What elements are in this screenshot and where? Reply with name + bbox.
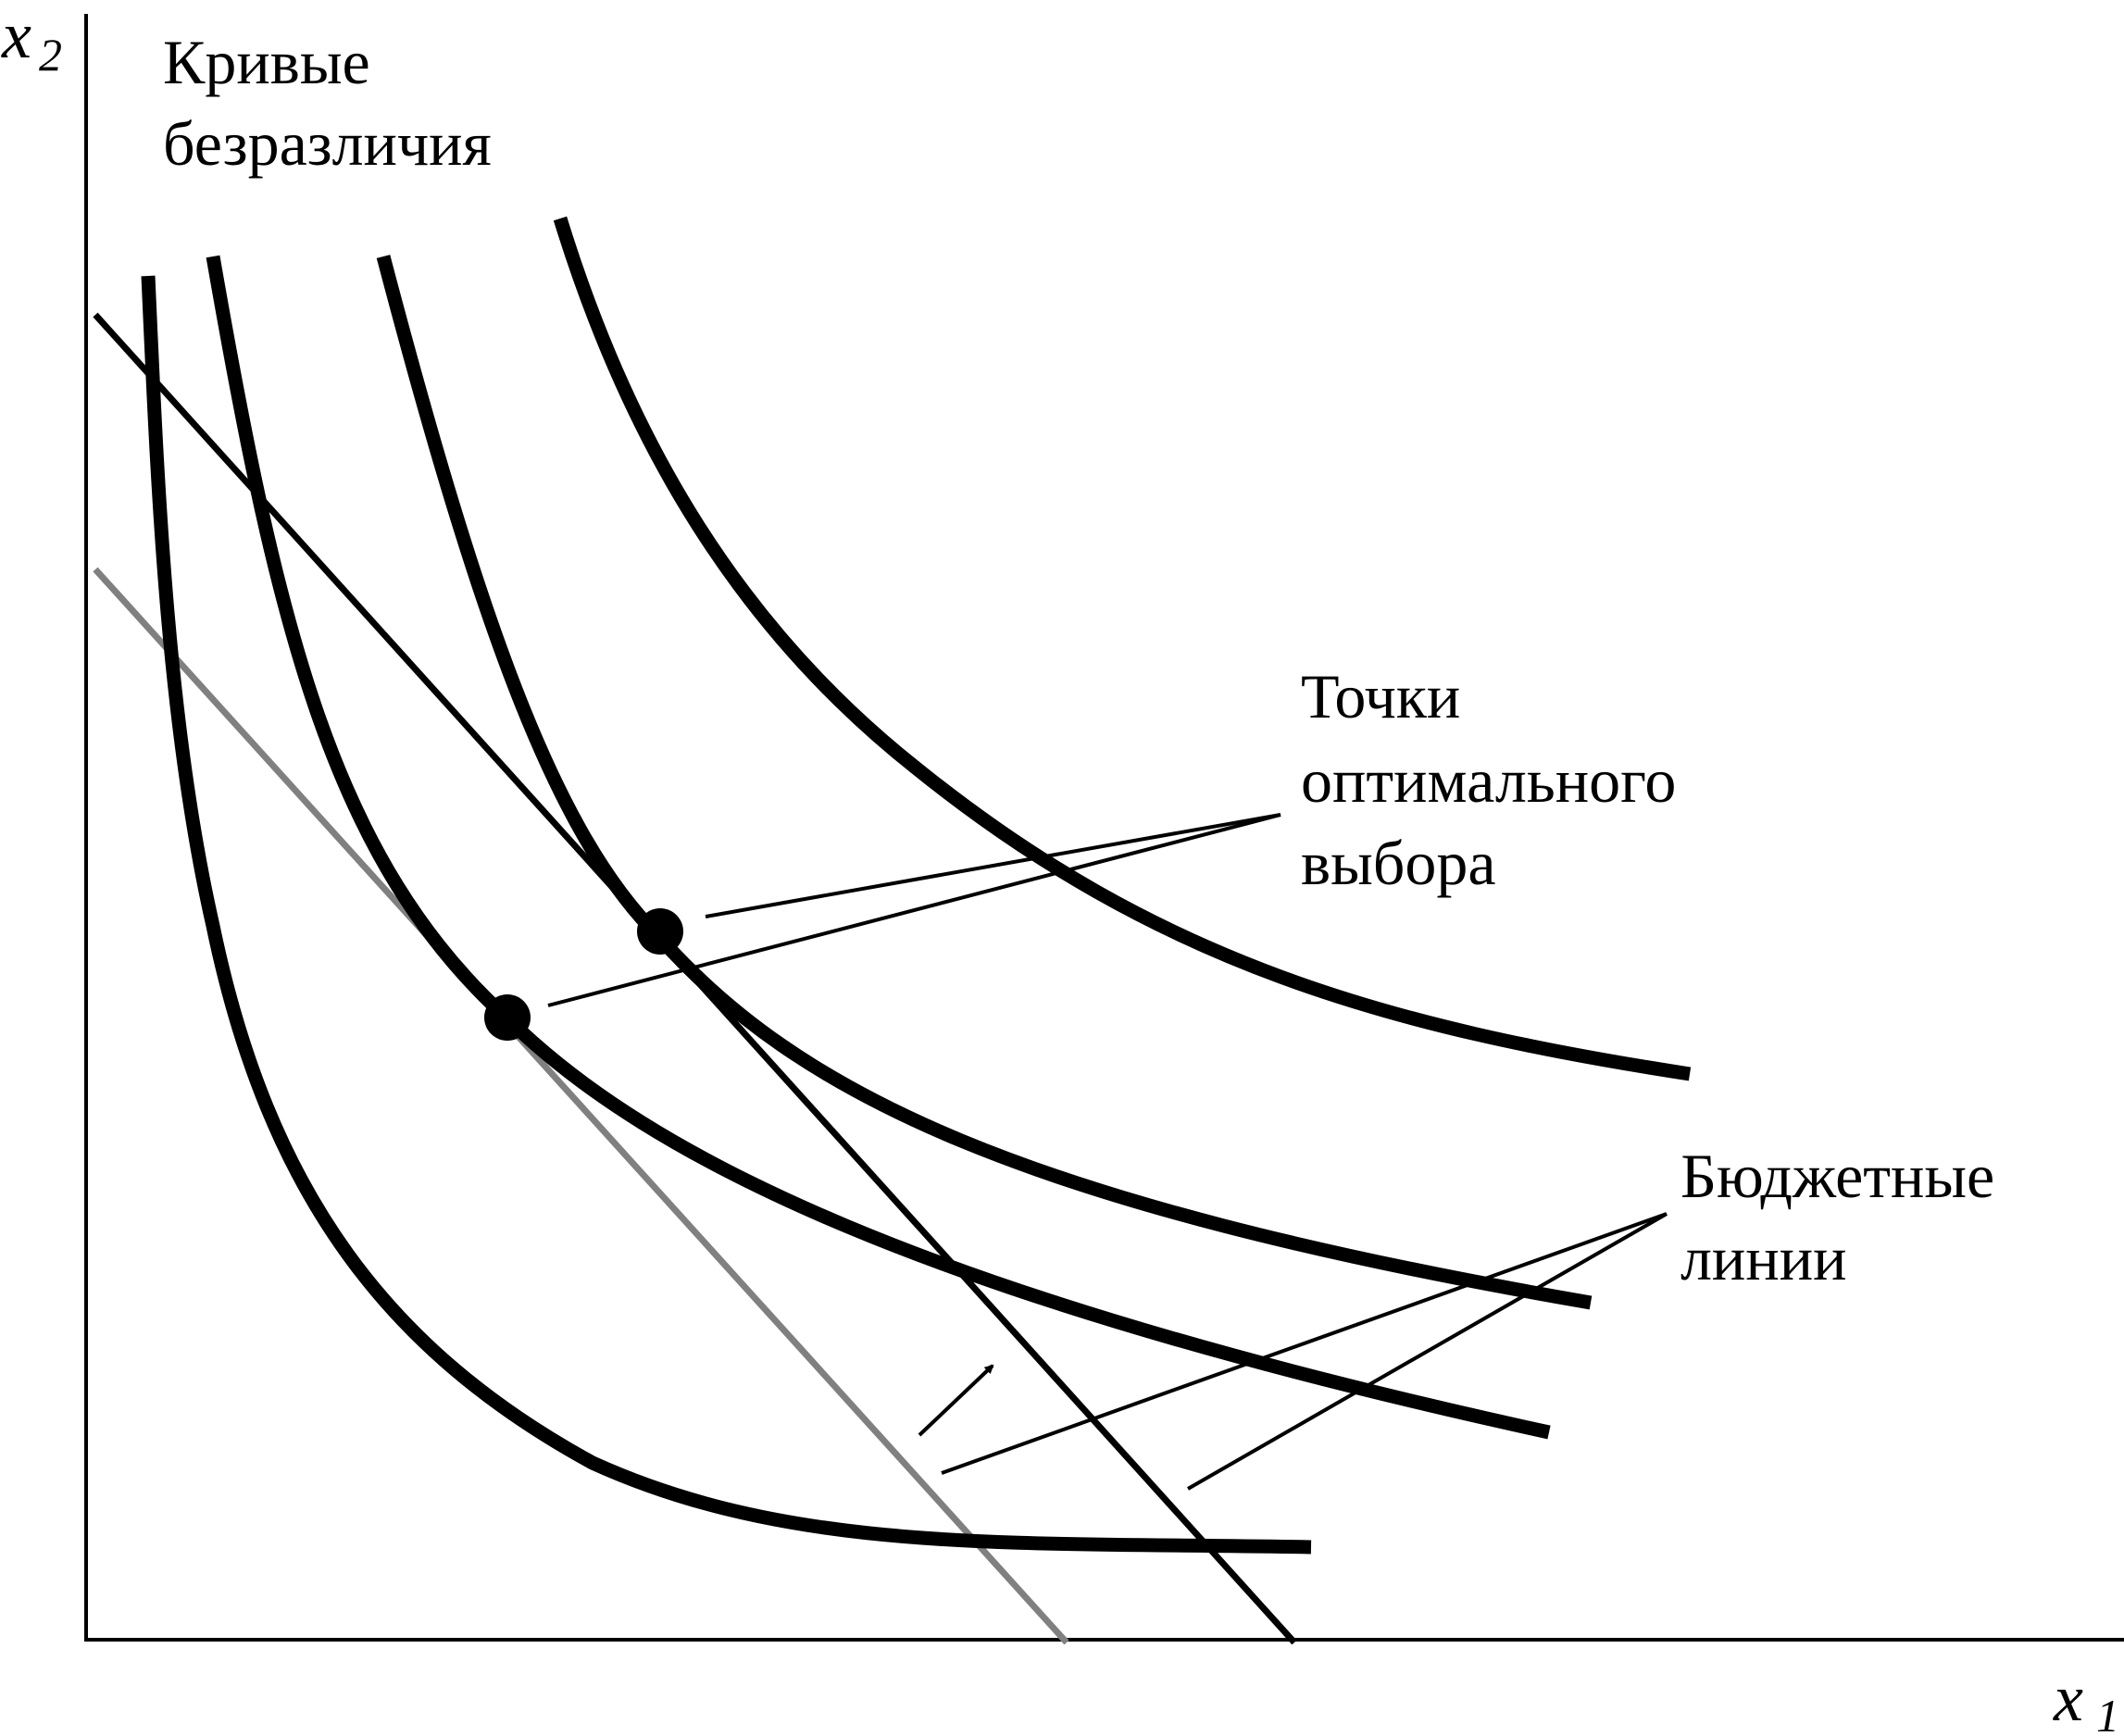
budget-line-old [93, 567, 1069, 1645]
x-axis-subscript: 1 [2096, 1690, 2119, 1736]
indifference-curves-label: Кривые безразличия [163, 27, 492, 179]
indifference-label-line-1: Кривые [163, 27, 370, 97]
optimal-label-line-2: оптимального [1301, 745, 1676, 816]
y-axis-subscript: 2 [39, 29, 62, 81]
pointer-budget-1 [941, 1212, 1668, 1475]
x-axis-symbol: x [2053, 1661, 2083, 1735]
pointer-optimal-2 [705, 813, 1281, 918]
axes [84, 14, 2124, 1642]
pointer-optimal-1 [547, 813, 1281, 1007]
indifference-curve-3 [376, 255, 1593, 1310]
indifference-curve-2 [206, 255, 1551, 1440]
optimal-label-line-1: Точки [1301, 661, 1460, 731]
indifference-curve-1 [141, 275, 1312, 1555]
optimal-points [484, 908, 683, 1041]
pointer-budget-2 [1187, 1212, 1668, 1491]
optimal-point-1 [484, 994, 531, 1041]
indifference-label-line-2: безразличия [163, 108, 492, 179]
budget-label-line-1: Бюджетные [1680, 1141, 1994, 1211]
optimal-points-label: Точки оптимального выбора [1301, 661, 1676, 898]
budget-label-line-2: линии [1680, 1223, 1847, 1293]
shift-arrow [918, 1364, 994, 1437]
indifference-curves [141, 216, 1692, 1555]
pointer-lines [547, 813, 1668, 1491]
optimal-label-line-3: выбора [1301, 828, 1496, 898]
y-axis-symbol: x [1, 0, 31, 72]
budget-lines-label: Бюджетные линии [1680, 1141, 1994, 1293]
optimal-point-2 [637, 908, 683, 955]
indifference-curve-4 [553, 216, 1692, 1081]
